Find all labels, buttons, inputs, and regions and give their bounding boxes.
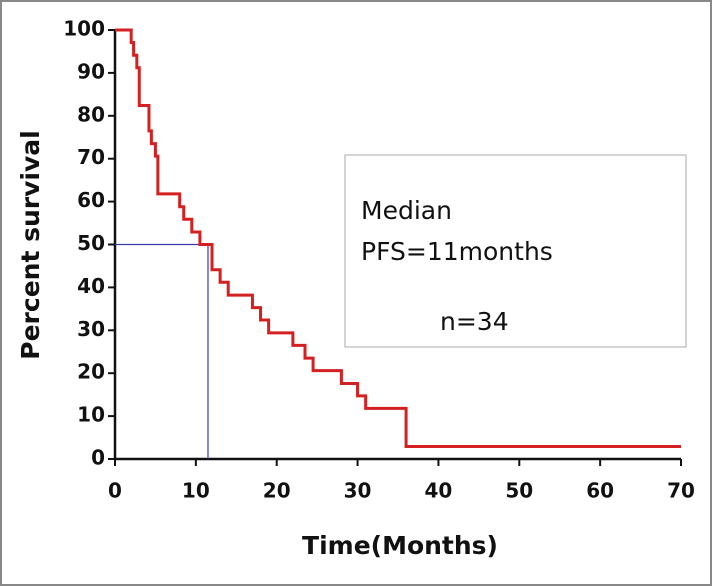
x-tick-label: 70: [667, 479, 695, 503]
survival-line: [115, 28, 681, 449]
y-tick-label: 60: [77, 188, 105, 212]
annotation: Median: [361, 196, 452, 225]
annotation: PFS=11months: [361, 237, 553, 266]
y-tick-label: 0: [91, 446, 105, 470]
x-tick-label: 0: [108, 479, 122, 503]
x-tick-label: 30: [344, 479, 372, 503]
x-tick-label: 10: [182, 479, 210, 503]
annotation: n=34: [440, 307, 509, 336]
y-tick-label: 50: [77, 231, 105, 255]
y-tick-label: 10: [77, 403, 105, 427]
y-axis-title: Percent survival: [16, 130, 45, 359]
x-axis-title: Time(Months): [302, 531, 498, 560]
y-tick-label: 20: [77, 360, 105, 384]
annotation-box: [344, 154, 687, 348]
x-tick-label: 40: [425, 479, 453, 503]
x-tick-label: 20: [263, 479, 291, 503]
y-tick-label: 80: [77, 102, 105, 126]
x-tick-label: 60: [586, 479, 614, 503]
y-tick-label: 70: [77, 145, 105, 169]
y-tick-label: 40: [77, 274, 105, 298]
x-tick-label: 50: [505, 479, 533, 503]
y-tick-label: 90: [77, 59, 105, 83]
y-tick-label: 100: [63, 17, 105, 41]
y-tick-label: 30: [77, 317, 105, 341]
